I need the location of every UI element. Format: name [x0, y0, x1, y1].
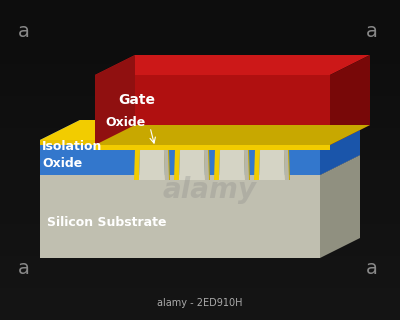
- Polygon shape: [95, 55, 135, 145]
- Polygon shape: [40, 155, 360, 175]
- Polygon shape: [40, 140, 320, 175]
- Polygon shape: [281, 65, 289, 180]
- Polygon shape: [95, 75, 330, 145]
- Text: Oxide: Oxide: [105, 116, 145, 129]
- Polygon shape: [214, 60, 223, 180]
- Polygon shape: [320, 120, 360, 175]
- Text: a: a: [366, 22, 378, 41]
- Polygon shape: [139, 65, 165, 180]
- Polygon shape: [178, 60, 206, 65]
- Polygon shape: [0, 0, 400, 32]
- Polygon shape: [40, 140, 320, 145]
- Polygon shape: [241, 65, 249, 180]
- Polygon shape: [95, 55, 370, 75]
- Polygon shape: [281, 60, 290, 180]
- Polygon shape: [219, 65, 245, 180]
- Polygon shape: [0, 224, 400, 256]
- Polygon shape: [0, 96, 400, 128]
- Polygon shape: [174, 60, 183, 180]
- Polygon shape: [201, 65, 209, 180]
- Polygon shape: [40, 175, 320, 258]
- Polygon shape: [0, 192, 400, 224]
- Polygon shape: [0, 160, 400, 192]
- Polygon shape: [95, 125, 370, 145]
- Polygon shape: [330, 55, 370, 145]
- Polygon shape: [0, 288, 400, 320]
- Polygon shape: [95, 145, 330, 150]
- Text: a: a: [18, 259, 30, 278]
- Text: alamy - 2ED910H: alamy - 2ED910H: [157, 298, 243, 308]
- Text: Silicon Substrate: Silicon Substrate: [47, 215, 166, 228]
- Polygon shape: [258, 60, 286, 65]
- Polygon shape: [0, 256, 400, 288]
- Text: a: a: [18, 22, 30, 41]
- Polygon shape: [320, 155, 360, 258]
- Polygon shape: [0, 128, 400, 160]
- Polygon shape: [161, 65, 169, 180]
- Polygon shape: [254, 60, 263, 180]
- Polygon shape: [218, 60, 246, 65]
- Polygon shape: [134, 60, 143, 180]
- Text: a: a: [366, 259, 378, 278]
- Polygon shape: [201, 60, 210, 180]
- Polygon shape: [138, 60, 166, 65]
- Polygon shape: [0, 64, 400, 96]
- Text: alamy: alamy: [163, 176, 257, 204]
- Polygon shape: [241, 60, 250, 180]
- Text: Isolation
Oxide: Isolation Oxide: [42, 140, 102, 170]
- Polygon shape: [161, 60, 170, 180]
- Polygon shape: [40, 120, 360, 140]
- Polygon shape: [40, 120, 360, 140]
- Polygon shape: [259, 65, 285, 180]
- Polygon shape: [179, 65, 205, 180]
- Polygon shape: [0, 32, 400, 64]
- Text: Gate: Gate: [118, 93, 155, 107]
